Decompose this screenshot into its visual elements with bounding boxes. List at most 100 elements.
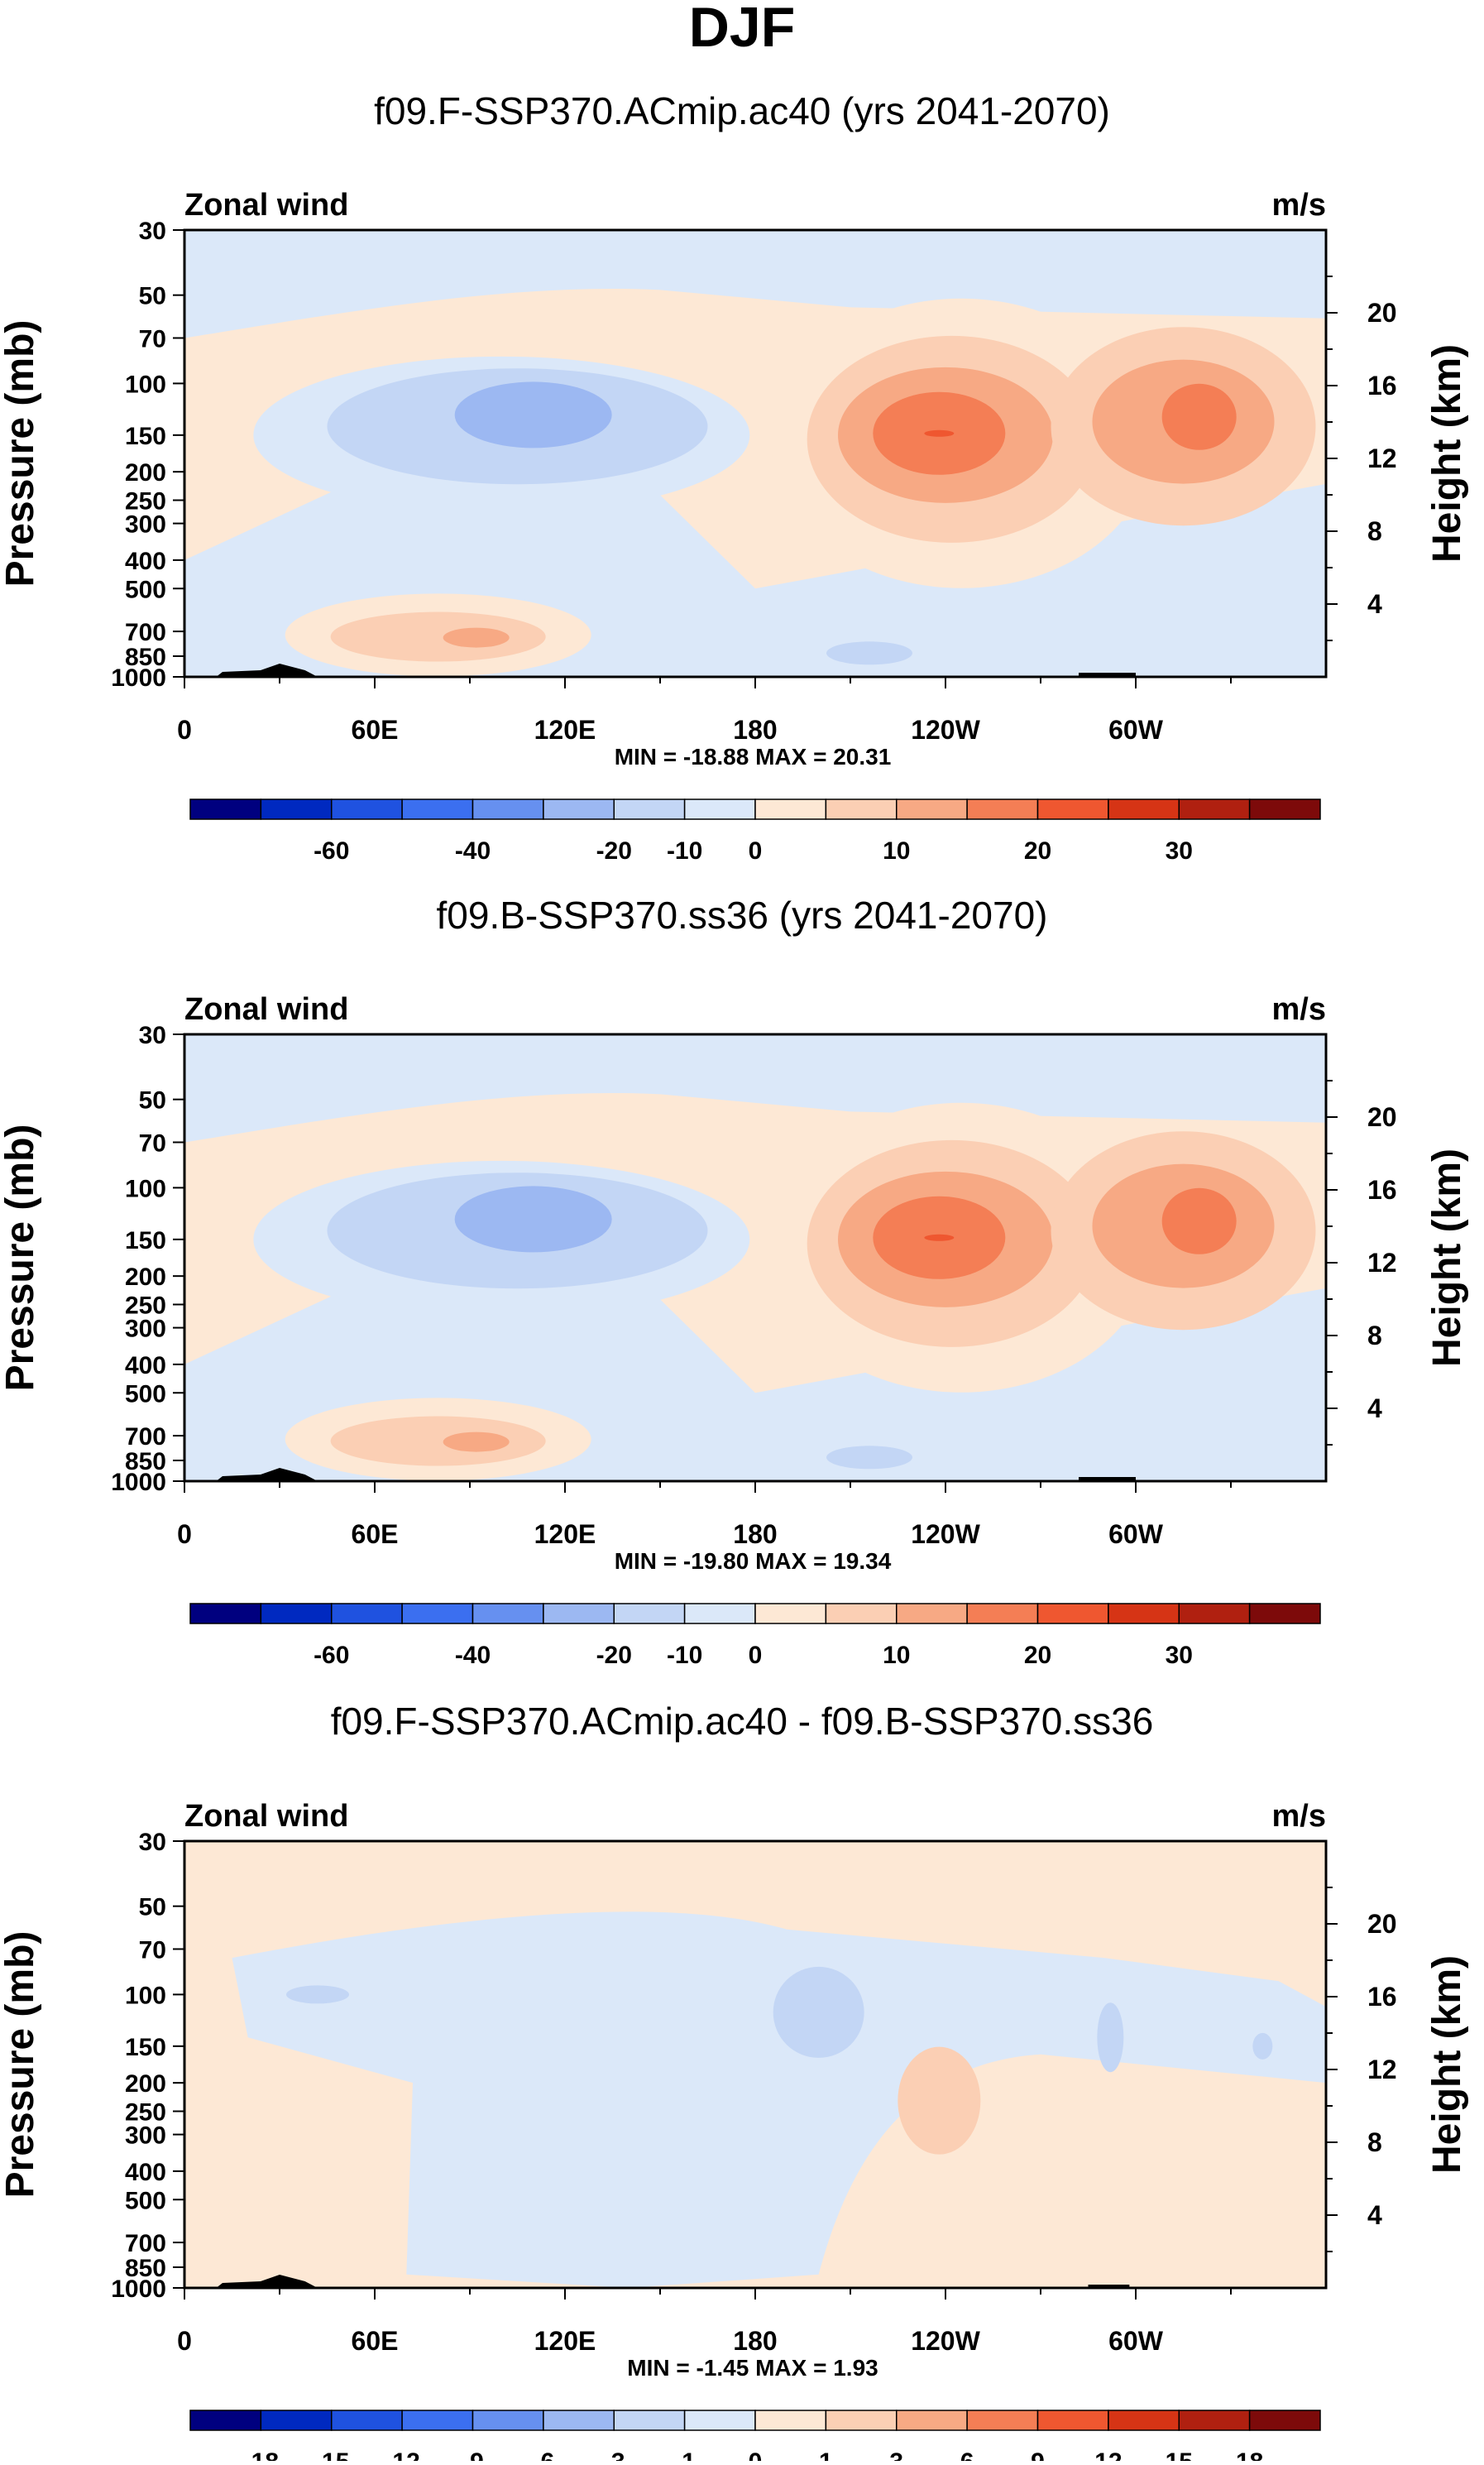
y-tick-label: 1000 [111, 1469, 166, 1496]
y2-tick-label: 8 [1367, 516, 1382, 546]
colorbar: -60 -40 -20 -10 0 10 20 30 [189, 798, 1321, 865]
positive-patch-west [208, 350, 237, 417]
panel-units-label: m/s [1272, 188, 1326, 223]
y-tick-label: 50 [139, 283, 166, 310]
panel-units-label: m/s [1272, 1799, 1326, 1834]
colorbar-swatch [331, 2410, 403, 2431]
figure-title: DJF [689, 0, 795, 59]
y-tick-label: 150 [125, 2034, 166, 2061]
x-tick-label: 120E [534, 2326, 596, 2356]
x-tick-label: 120E [534, 1519, 596, 1549]
colorbar-swatch [1248, 1603, 1321, 1624]
panels: f09.F-SSP370.ACmip.ac40 (yrs 2041-2070) Z… [0, 89, 1469, 2465]
y2-axis-title: Height (km) [1425, 344, 1469, 563]
colorbar-swatch [1178, 1603, 1251, 1624]
topography-africa [216, 664, 318, 677]
x-tick-label: 60W [1108, 2326, 1164, 2356]
x-tick-label: 120E [534, 715, 596, 745]
y-tick-label: 200 [125, 459, 166, 487]
y-tick-label: 400 [125, 2159, 166, 2186]
y-tick-label: 300 [125, 511, 166, 539]
colorbar-label: 15 [1166, 2448, 1193, 2461]
x-tick-label: 60W [1108, 1519, 1164, 1549]
y-tick-label: 700 [125, 2230, 166, 2257]
colorbar-swatch [1036, 1603, 1109, 1624]
x-tick-label: 180 [733, 2326, 777, 2356]
panel-title: f09.F-SSP370.ACmip.ac40 - f09.B-SSP370.s… [331, 1700, 1154, 1743]
colorbar-swatch [613, 1603, 686, 1624]
colorbar-swatch [966, 798, 1039, 820]
x-tick-label: 180 [733, 715, 777, 745]
y2-tick-label: 4 [1367, 1393, 1382, 1423]
colorbar-label: 30 [1166, 837, 1193, 865]
y-tick-label: 50 [139, 1087, 166, 1115]
colorbar-swatch [1036, 2410, 1109, 2431]
topography-africa [216, 2275, 318, 2288]
colorbar-label: 6 [960, 2448, 974, 2461]
y2-tick-label: 20 [1367, 1909, 1397, 1939]
min-max-stats: MIN = -1.45 MAX = 1.93 [627, 2355, 878, 2381]
y2-tick-label: 8 [1367, 1321, 1382, 1350]
colorbar-swatch [613, 2410, 686, 2431]
y-tick-label: 70 [139, 325, 166, 352]
y-tick-label: 400 [125, 548, 166, 575]
colorbar-label: -3 [603, 2448, 625, 2461]
y2-tick-label: 12 [1367, 2055, 1397, 2084]
positive-patch-west [208, 1154, 237, 1221]
y-tick-label: 150 [125, 423, 166, 450]
colorbar-swatch [260, 2410, 333, 2431]
y-axis-title: Pressure (mb) [0, 1125, 42, 1392]
y-axis-title: Pressure (mb) [0, 320, 42, 587]
colorbar-swatch [825, 1603, 898, 1624]
negative-patch-atlantic [1252, 2032, 1273, 2060]
colorbar-swatch [1178, 798, 1251, 820]
jet-pacific-max [924, 429, 955, 437]
colorbar-swatch [472, 2410, 544, 2431]
colorbar-label: -10 [667, 1642, 702, 1669]
colorbar: -18 -15 -12 -9 -6 -3 -1 0 1 3 6 9 12 15 18 [189, 2410, 1321, 2465]
topography-andes [1088, 2285, 1130, 2288]
y-tick-label: 850 [125, 2255, 166, 2282]
topography-africa [216, 1468, 318, 1481]
colorbar-label: 3 [889, 2448, 903, 2461]
colorbar-swatch [966, 2410, 1039, 2431]
y2-tick-label: 16 [1367, 371, 1397, 400]
negative-patch-dateline [773, 1966, 864, 2058]
contour-field [184, 1034, 1326, 1481]
panel-title: f09.F-SSP370.ACmip.ac40 (yrs 2041-2070) [374, 89, 1110, 132]
colorbar-label: 0 [749, 1642, 763, 1669]
colorbar-label: 18 [1236, 2448, 1263, 2461]
y-tick-label: 200 [125, 2070, 166, 2098]
x-tick-label: 120W [911, 1519, 980, 1549]
colorbar-label: -20 [596, 1642, 632, 1669]
y-tick-label: 500 [125, 2187, 166, 2214]
y-tick-label: 100 [125, 371, 166, 398]
x-tick-label: 60W [1108, 715, 1164, 745]
lower-band-core [443, 1432, 510, 1452]
colorbar-label: -6 [533, 2448, 555, 2461]
panel-units-label: m/s [1272, 992, 1326, 1027]
y-tick-label: 250 [125, 488, 166, 516]
colorbar-swatch [613, 798, 686, 820]
min-max-stats: MIN = -18.88 MAX = 20.31 [615, 744, 892, 770]
colorbar-swatch [543, 798, 615, 820]
colorbar-label: -20 [596, 837, 632, 865]
colorbar-label: -40 [455, 837, 491, 865]
colorbar-swatch [260, 1603, 333, 1624]
colorbar-swatch [1248, 2410, 1321, 2431]
jet-atlantic-level4 [1161, 1187, 1237, 1254]
colorbar-swatch [754, 2410, 827, 2431]
min-max-stats: MIN = -19.80 MAX = 19.34 [615, 1548, 892, 1574]
colorbar-swatch [260, 798, 333, 820]
y2-tick-label: 12 [1367, 444, 1397, 473]
colorbar-swatch [189, 798, 262, 820]
colorbar-swatch [825, 2410, 898, 2431]
y2-tick-label: 4 [1367, 589, 1382, 619]
y-tick-label: 1000 [111, 664, 166, 692]
colorbar-label: 12 [1094, 2448, 1122, 2461]
easterly-core-inner [454, 1186, 612, 1253]
x-tick-label: 120W [911, 2326, 980, 2356]
colorbar-swatch [683, 1603, 756, 1624]
panel-1: f09.F-SSP370.ACmip.ac40 (yrs 2041-2070) Z… [0, 89, 1469, 865]
